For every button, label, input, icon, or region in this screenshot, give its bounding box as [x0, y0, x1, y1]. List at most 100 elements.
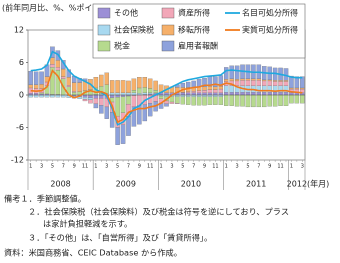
bar-segment [283, 94, 289, 106]
bar-segment [262, 80, 267, 86]
bar-segment [55, 67, 61, 71]
bar-segment [196, 90, 202, 93]
bar-segment [71, 91, 77, 93]
x-tick-label: 11 [147, 164, 153, 170]
legend-label: 資産所得 [178, 8, 210, 18]
bar-segment [180, 96, 186, 105]
bar-segment [224, 85, 229, 93]
bar-segment [71, 92, 77, 96]
bar-segment [61, 76, 66, 79]
bar-segment [234, 94, 240, 107]
bar-segment [207, 92, 213, 96]
bar-segment [262, 92, 267, 96]
bar-segment [88, 97, 93, 101]
bar-segment [39, 94, 44, 98]
bar-segment [109, 94, 115, 98]
x-tick-label: 7 [257, 164, 260, 170]
legend-swatch [161, 7, 175, 19]
bar-segment [93, 98, 99, 104]
bar-segment [240, 94, 245, 107]
bar-segment [224, 79, 229, 82]
x-tick-label: 7 [62, 164, 65, 170]
bar-segment [50, 94, 55, 98]
x-tick-label: 3 [170, 164, 173, 170]
x-tick-label: 5 [246, 164, 249, 170]
bar-segment [256, 80, 262, 86]
x-tick-label: 9 [73, 164, 76, 170]
bar-segment [251, 78, 256, 81]
bar-segment [109, 92, 115, 96]
bar-segment [283, 80, 289, 82]
bar-segment [229, 85, 234, 93]
bar-segment [191, 80, 196, 88]
legend-label: その他 [114, 8, 138, 18]
bar-segment [82, 99, 88, 102]
bar-segment [131, 90, 137, 93]
bar-segment [169, 101, 175, 104]
bar-segment [191, 96, 196, 106]
bar-segment [164, 103, 169, 107]
bar-segment [283, 81, 289, 86]
bar-segment [218, 92, 224, 96]
year-label: 2010 [181, 180, 201, 189]
x-tick-label: 9 [203, 164, 206, 170]
bar-segment [137, 77, 142, 89]
x-tick-label: 5 [181, 164, 184, 170]
bar-segment [147, 88, 153, 93]
legend-swatch [97, 40, 111, 52]
bar-segment [294, 94, 300, 104]
y-axis-label: (前年同月比、%、%ポイント) [2, 3, 111, 13]
note: 資料：米国商務省、CEIC Database から作成。 [4, 248, 182, 258]
bar-segment [272, 92, 278, 96]
x-tick-label: 7 [192, 164, 195, 170]
bar-segment [109, 80, 115, 93]
bar-segment [33, 84, 39, 89]
bar-segment [99, 105, 104, 114]
bar-segment [115, 127, 120, 145]
bar-segment [283, 92, 289, 96]
bar-segment [278, 80, 283, 82]
x-tick-label: 1 [290, 164, 293, 170]
note: ３．「その他」は、「自営所得」及び「賃貸所得」。 [28, 233, 212, 243]
bar-segment [213, 92, 218, 96]
bar-segment [272, 80, 278, 82]
x-tick-label: 3 [301, 164, 304, 170]
year-label: 2009 [116, 180, 136, 189]
bar-segment [202, 86, 207, 91]
bar-segment [245, 92, 251, 96]
legend-label: 税金 [114, 41, 130, 51]
bar-segment [229, 94, 234, 106]
bar-segment [164, 100, 169, 104]
x-tick-label: 11 [82, 164, 88, 170]
bar-segment [278, 81, 283, 86]
bar-segment [224, 67, 229, 80]
line-series [30, 69, 303, 124]
bar-segment [267, 94, 272, 107]
bar-segment [28, 84, 33, 89]
bar-segment [147, 92, 153, 95]
bar-segment [300, 87, 305, 90]
bar-segment [218, 96, 224, 105]
bar-segment [104, 84, 109, 94]
bar-segment [66, 85, 71, 87]
bar-segment [131, 92, 137, 96]
bar-segment [278, 92, 283, 96]
bar-segment [153, 80, 158, 91]
bar-segment [207, 96, 213, 105]
legend-label: 雇用者報酬 [178, 41, 218, 51]
bar-segment [55, 94, 61, 98]
bar-segment [202, 96, 207, 106]
bar-segment [61, 94, 66, 98]
bar-segment [142, 77, 148, 88]
note: は家計負担軽減を示す。 [43, 219, 132, 229]
bar-segment [120, 96, 126, 113]
year-label: 2008 [50, 180, 70, 189]
bar-segment [28, 94, 33, 98]
bar-segment [300, 94, 305, 104]
bar-segment [142, 104, 148, 122]
bar-segment [115, 94, 120, 98]
bar-segment [115, 92, 120, 96]
bar-segment [158, 95, 164, 99]
bar-segment [153, 90, 158, 93]
bar-segment [131, 78, 137, 91]
